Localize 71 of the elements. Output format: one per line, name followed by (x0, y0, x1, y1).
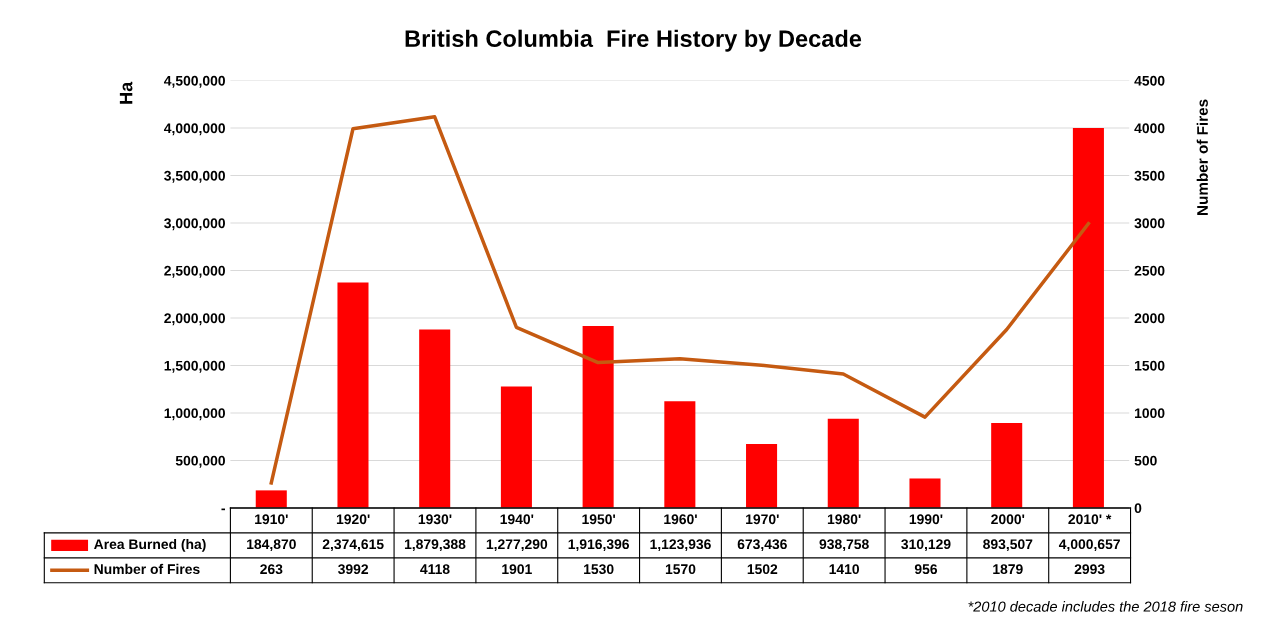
x-tick-label: 1910' (255, 514, 288, 525)
data-label: 2,374,615 (322, 539, 384, 552)
y-tick-label: - (221, 508, 225, 511)
bar (746, 443, 778, 508)
data-label: 4,000,657 (1058, 539, 1120, 552)
bar (991, 423, 1023, 508)
text: *2010 decade includes the 2018 fire seson (968, 601, 1243, 612)
y-tick-label: 2,500,000 (164, 265, 225, 278)
data-label: 1,123,936 (650, 539, 711, 552)
bar (664, 401, 696, 508)
y2-tick-label: 1500 (1135, 360, 1165, 371)
bar (582, 325, 614, 508)
x-tick-label: 2010' * (1068, 514, 1112, 525)
bar (500, 386, 532, 508)
x-tick-label: 1970' (746, 514, 779, 525)
data-label: 184,870 (247, 539, 296, 552)
y2-axis-title: Number of Fires (1196, 99, 1208, 215)
data-label: 4118 (420, 564, 450, 575)
data-label: 310,129 (901, 539, 951, 552)
y-tick-label: 3,500,000 (164, 170, 225, 183)
data-label: 673,436 (737, 539, 787, 552)
y-tick-label: 1,000,000 (164, 408, 225, 421)
y-tick-label: 3,000,000 (164, 218, 225, 231)
x-tick-label: 1960' (664, 514, 697, 525)
data-label: 1,277,290 (486, 539, 548, 552)
bar (909, 478, 941, 508)
data-label: 1901 (502, 564, 532, 575)
bar (419, 329, 451, 508)
x-tick-label: 1930' (418, 514, 452, 525)
data-label: 956 (914, 564, 938, 575)
y-tick-label: 1,500,000 (164, 360, 225, 373)
y2-tick-label: 500 (1134, 455, 1157, 466)
line-series (269, 115, 1091, 485)
x-tick-label: 1990' (909, 514, 943, 525)
data-label: 2993 (1074, 564, 1105, 575)
x-tick-label: 1920' (336, 514, 370, 525)
data-label: 1502 (747, 564, 778, 575)
data-label: 1879 (993, 564, 1023, 575)
data-label: 1570 (665, 564, 696, 575)
legend-label: Area Burned (ha) (94, 538, 206, 552)
bar (255, 490, 287, 508)
x-tick-label: 2000' (991, 514, 1025, 525)
x-tick-label: 1950' (582, 514, 616, 525)
y2-tick-label: 4500 (1134, 75, 1165, 86)
x-tick-label: 1940' (500, 514, 534, 525)
y2-tick-label: 4000 (1134, 123, 1165, 134)
y-tick-label: 500,000 (175, 455, 225, 468)
data-label: 1410 (829, 564, 860, 575)
bar (827, 418, 859, 508)
y-tick-label: 2,000,000 (164, 313, 225, 326)
data-label: 893,507 (983, 539, 1033, 552)
legend-label: Number of Fires (94, 563, 200, 575)
data-label: 3992 (338, 564, 369, 575)
data-label: 263 (260, 564, 283, 575)
y-tick-label: 4,500,000 (163, 75, 225, 88)
data-label: 1,916,396 (568, 539, 630, 552)
y2-tick-label: 0 (1134, 503, 1142, 514)
y-axis-title: Ha (119, 81, 133, 104)
bar (337, 282, 369, 508)
chart-title: British Columbia Fire History by Decade (405, 29, 862, 52)
bar (1072, 127, 1104, 508)
x-tick-label: 1980' (827, 514, 861, 525)
data-label: 938,758 (819, 539, 869, 552)
y-tick-label: 4,000,000 (163, 123, 225, 136)
data-label: 1530 (584, 564, 614, 575)
y2-tick-label: 3000 (1134, 218, 1165, 229)
y2-tick-label: 2000 (1134, 313, 1165, 324)
data-label: 1,879,388 (404, 539, 466, 552)
y2-tick-label: 2500 (1134, 265, 1165, 276)
y2-tick-label: 3500 (1134, 170, 1165, 181)
y2-tick-label: 1000 (1135, 408, 1165, 419)
